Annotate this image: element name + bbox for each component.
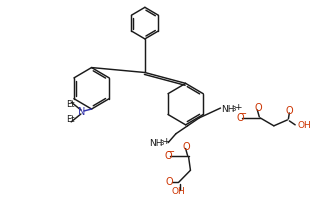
Text: N: N (78, 107, 85, 117)
Text: +: + (234, 103, 241, 112)
Text: O: O (164, 151, 172, 162)
Text: −: − (167, 147, 175, 157)
Text: O: O (285, 106, 293, 116)
Text: −: − (239, 109, 247, 119)
Text: NH: NH (149, 139, 162, 148)
Text: O: O (255, 103, 262, 113)
Text: OH: OH (172, 187, 186, 196)
Text: 3: 3 (231, 106, 236, 112)
Text: OH: OH (297, 121, 311, 130)
Text: Et: Et (66, 115, 74, 124)
Text: Et: Et (66, 100, 74, 109)
Text: NH: NH (221, 105, 235, 114)
Text: O: O (165, 177, 173, 187)
Text: +: + (162, 137, 170, 146)
Text: 3: 3 (160, 140, 164, 146)
Text: O: O (183, 142, 190, 152)
Text: O: O (236, 113, 244, 123)
